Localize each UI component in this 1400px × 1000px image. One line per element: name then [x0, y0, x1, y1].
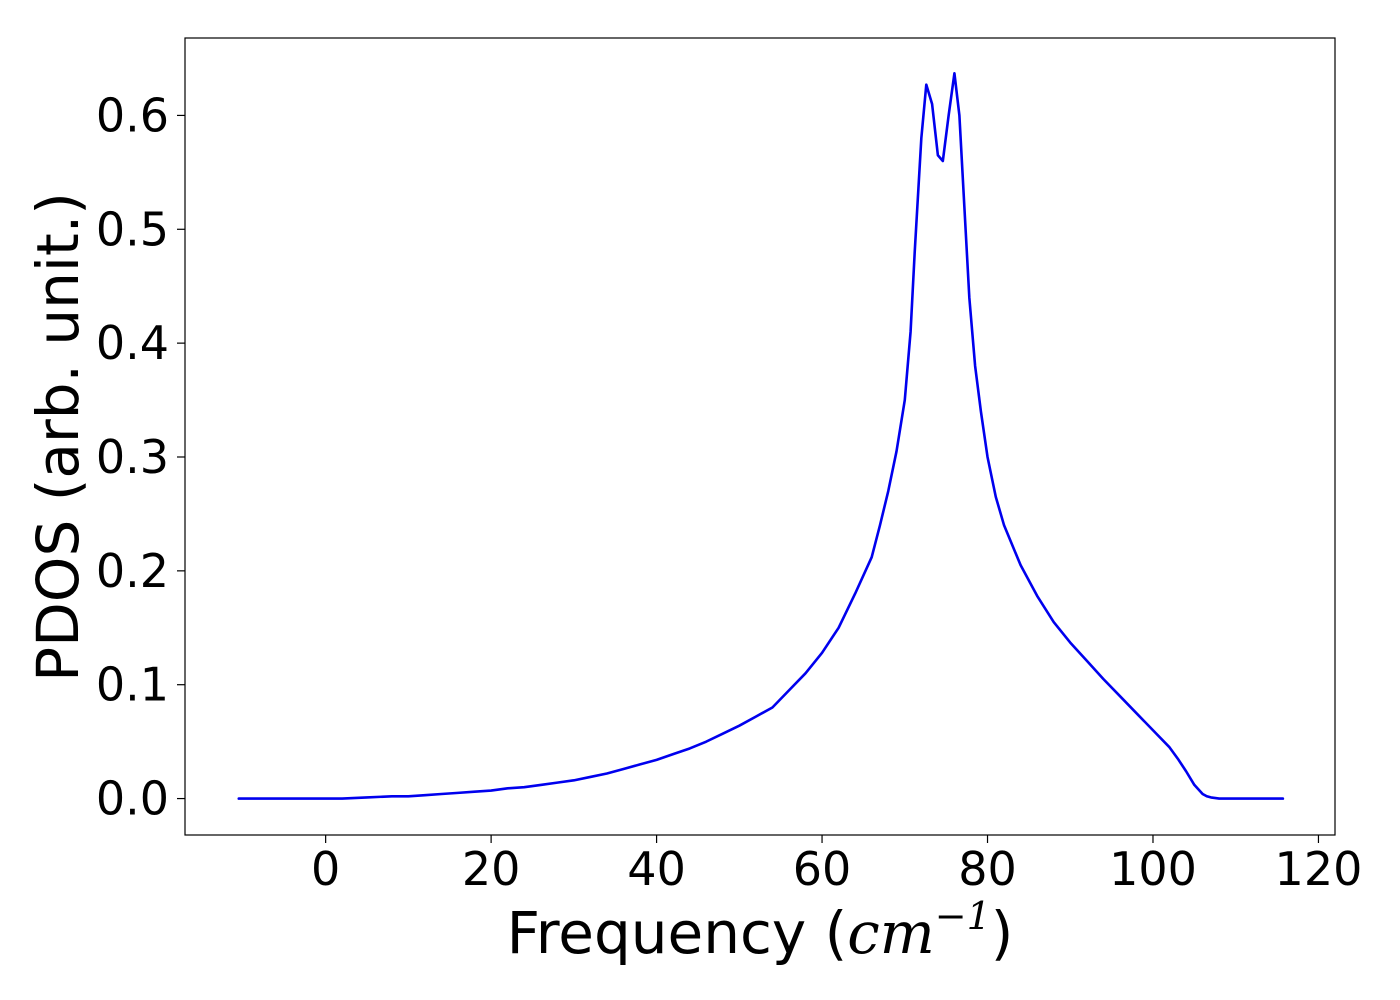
x-axis-ticks: 0 20 40 60 80 100 120	[311, 835, 1362, 896]
y-tick-label: 0.1	[96, 658, 169, 712]
x-tick-label: 0	[311, 842, 340, 896]
x-tick-label: 20	[462, 842, 521, 896]
plot-background	[185, 38, 1335, 835]
x-tick-label: 40	[627, 842, 686, 896]
x-axis-label-superscript: −1	[935, 894, 991, 938]
y-tick-label: 0.3	[96, 430, 169, 484]
x-tick-label: 120	[1275, 842, 1363, 896]
x-tick-label: 100	[1109, 842, 1197, 896]
pdos-series-line	[237, 72, 1285, 800]
y-tick-label: 0.5	[96, 202, 169, 256]
y-tick-label: 0.0	[96, 772, 169, 826]
x-axis-label-prefix: Frequency (	[507, 899, 848, 967]
x-axis-label: Frequency (cm−1)	[507, 894, 1014, 967]
x-axis-label-math: cm	[847, 899, 934, 967]
x-tick-label: 60	[793, 842, 852, 896]
x-axis-label-suffix: )	[991, 899, 1014, 967]
y-tick-label: 0.2	[96, 544, 169, 598]
y-tick-label: 0.6	[96, 88, 169, 142]
plot-frame	[184, 37, 1336, 836]
y-axis-label: PDOS (arb. unit.)	[24, 192, 92, 682]
y-tick-label: 0.4	[96, 316, 169, 370]
y-axis-ticks: 0.0 0.1 0.2 0.3 0.4 0.5 0.6	[96, 88, 185, 826]
x-tick-label: 80	[958, 842, 1017, 896]
